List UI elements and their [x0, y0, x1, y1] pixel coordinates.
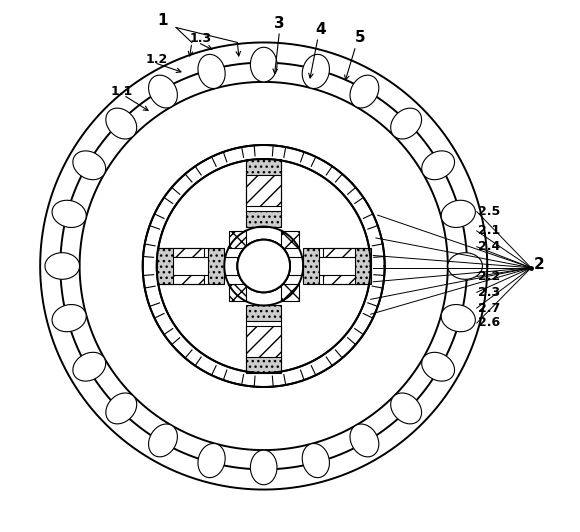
Polygon shape: [350, 75, 379, 108]
Bar: [246, 163, 281, 206]
Polygon shape: [198, 444, 225, 478]
Text: 2.1: 2.1: [478, 225, 501, 237]
Text: 2.6: 2.6: [478, 317, 501, 329]
Polygon shape: [246, 159, 281, 175]
Polygon shape: [229, 231, 246, 248]
Bar: [323, 248, 367, 284]
Polygon shape: [73, 151, 106, 180]
Polygon shape: [157, 248, 172, 284]
Polygon shape: [281, 284, 299, 301]
Bar: [158, 257, 369, 275]
Text: 1.2: 1.2: [146, 53, 168, 65]
Text: 2.2: 2.2: [478, 270, 501, 283]
Polygon shape: [106, 108, 137, 139]
Text: 1.3: 1.3: [189, 32, 211, 45]
Polygon shape: [303, 248, 319, 284]
Polygon shape: [45, 253, 79, 279]
Text: 2: 2: [534, 257, 545, 272]
Polygon shape: [350, 424, 379, 457]
Polygon shape: [52, 200, 86, 228]
Polygon shape: [229, 284, 246, 301]
Bar: [160, 248, 204, 284]
Polygon shape: [148, 424, 177, 457]
Text: 4: 4: [316, 22, 326, 37]
Text: 5: 5: [355, 30, 365, 45]
Polygon shape: [355, 248, 371, 284]
Circle shape: [237, 240, 290, 292]
Polygon shape: [251, 450, 277, 485]
Polygon shape: [302, 54, 329, 88]
Polygon shape: [246, 357, 281, 373]
Bar: [246, 159, 281, 373]
Text: 2.5: 2.5: [478, 205, 501, 218]
Polygon shape: [422, 352, 455, 381]
Text: 1: 1: [158, 13, 168, 28]
Polygon shape: [391, 108, 422, 139]
Circle shape: [237, 240, 290, 292]
Polygon shape: [246, 305, 281, 321]
Polygon shape: [422, 151, 455, 180]
Polygon shape: [73, 352, 106, 381]
Polygon shape: [208, 248, 224, 284]
Text: 2.3: 2.3: [478, 286, 501, 299]
Text: 2.7: 2.7: [478, 302, 501, 314]
Polygon shape: [441, 200, 476, 228]
Text: 3: 3: [274, 15, 285, 30]
Text: 1.1: 1.1: [110, 85, 132, 98]
Polygon shape: [448, 253, 483, 279]
Polygon shape: [391, 393, 422, 424]
Polygon shape: [148, 75, 177, 108]
Bar: [246, 326, 281, 369]
Polygon shape: [52, 304, 86, 332]
Bar: [157, 248, 371, 284]
Polygon shape: [251, 47, 277, 82]
Text: 2.4: 2.4: [478, 240, 501, 253]
Polygon shape: [441, 304, 476, 332]
Polygon shape: [302, 444, 329, 478]
Polygon shape: [198, 54, 225, 88]
Polygon shape: [281, 231, 299, 248]
Polygon shape: [246, 211, 281, 227]
Polygon shape: [106, 393, 137, 424]
